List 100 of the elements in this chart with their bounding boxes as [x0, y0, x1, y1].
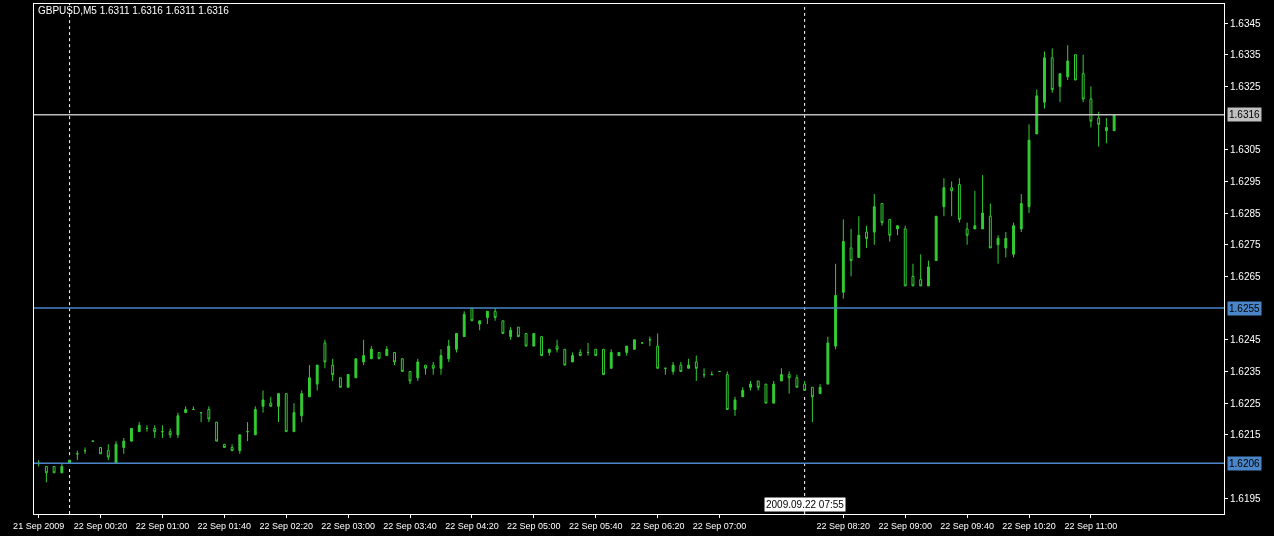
candlestick — [903, 225, 907, 287]
y-tick-label: 1.6235 — [1230, 365, 1262, 377]
candlestick — [222, 443, 226, 448]
candlestick — [524, 332, 528, 347]
y-tick-label: 1.6225 — [1230, 397, 1262, 409]
candlestick — [547, 348, 551, 357]
candlestick — [416, 358, 420, 382]
candlestick — [880, 203, 884, 227]
candlestick — [578, 348, 582, 357]
candlestick — [702, 367, 706, 379]
ref-line-label: 2009.09.22 07:55 — [766, 499, 845, 510]
candlestick — [532, 332, 536, 347]
x-tick-label: 22 Sep 03:40 — [383, 520, 437, 531]
candlestick — [749, 380, 752, 391]
candlestick — [199, 412, 203, 423]
candlestick — [114, 440, 118, 464]
candlestick — [253, 405, 257, 436]
candlestick — [509, 326, 513, 341]
candlestick — [896, 225, 899, 236]
candlestick — [803, 380, 807, 391]
candlestick — [1050, 47, 1054, 94]
x-tick-label: 22 Sep 08:20 — [816, 520, 871, 531]
candlestick — [957, 177, 961, 224]
candlestick — [1074, 54, 1077, 81]
x-tick-label: 22 Sep 04:20 — [445, 520, 499, 531]
candlestick — [338, 377, 342, 388]
candlestick — [594, 348, 598, 357]
candlestick — [865, 225, 868, 249]
candlestick — [393, 351, 397, 366]
candlestick — [424, 364, 427, 376]
candlestick — [965, 222, 969, 246]
y-tick-label: 1.6215 — [1230, 429, 1262, 441]
candlestick — [99, 446, 102, 455]
candlestick — [733, 396, 737, 417]
candlestick — [1012, 222, 1015, 258]
candlestick — [1043, 51, 1046, 110]
candlestick — [261, 389, 265, 414]
candlestick — [230, 443, 234, 452]
x-tick-label: 22 Sep 06:20 — [630, 520, 685, 531]
candlestick — [308, 364, 311, 398]
candlestick — [571, 351, 574, 363]
candlestick — [586, 342, 590, 357]
candlestick — [694, 355, 698, 382]
candlestick — [625, 345, 629, 357]
candlestick — [44, 465, 48, 483]
y-tick-label: 1.6265 — [1230, 270, 1262, 282]
y-tick-label: 1.6275 — [1230, 239, 1262, 251]
candlestick — [810, 386, 814, 423]
y-tick-label: 1.6245 — [1230, 334, 1262, 346]
candlestick — [795, 374, 799, 388]
candlestick — [160, 424, 164, 439]
candlestick — [52, 465, 56, 474]
candlestick — [215, 421, 219, 442]
candlestick — [284, 393, 288, 433]
candlestick — [168, 427, 172, 439]
candlestick — [130, 427, 133, 442]
candlestick — [756, 380, 760, 391]
candlestick — [1004, 231, 1008, 258]
candlestick — [950, 180, 954, 217]
candlestick — [106, 443, 110, 461]
candlestick — [725, 370, 729, 410]
candlestick — [269, 396, 273, 407]
candlestick — [354, 358, 358, 379]
candlestick — [648, 336, 652, 347]
candlestick — [400, 358, 404, 372]
x-tick-label: 22 Sep 09:40 — [940, 520, 994, 531]
candlestick — [973, 190, 977, 230]
candlestick — [1027, 123, 1031, 214]
candlestick — [934, 215, 938, 262]
candlestick — [779, 367, 783, 382]
candlestick — [60, 462, 64, 474]
x-tick-label: 22 Sep 01:40 — [197, 520, 252, 531]
candlestick — [292, 402, 296, 433]
candlestick — [764, 383, 768, 404]
candlestick — [184, 405, 188, 414]
y-tick-label: 1.6305 — [1230, 144, 1262, 156]
candlestick — [1081, 54, 1085, 103]
candlestick — [516, 326, 520, 338]
candlestick — [656, 332, 660, 369]
candlestick — [439, 348, 443, 376]
candlestick — [834, 263, 838, 350]
ref-line-label: 1.6255 — [1229, 303, 1261, 314]
candlestick — [246, 421, 249, 442]
candlestick — [857, 215, 861, 258]
candlestick — [602, 348, 605, 376]
x-tick-label: 22 Sep 03:00 — [321, 520, 375, 531]
x-tick-label: 22 Sep 02:20 — [259, 520, 314, 531]
candlestick — [563, 348, 567, 366]
y-tick-label: 1.6325 — [1230, 80, 1262, 92]
candlestick — [632, 339, 636, 350]
candlestick — [1035, 89, 1039, 135]
candlestick — [315, 364, 319, 391]
y-tick-label: 1.6335 — [1230, 49, 1262, 61]
candlestick — [981, 174, 985, 230]
candlestick — [385, 345, 389, 357]
x-tick-label: 22 Sep 00:20 — [73, 520, 128, 531]
candlestick — [122, 437, 126, 455]
candlestick — [849, 228, 853, 277]
candlestick — [369, 345, 373, 360]
candlestick — [988, 203, 992, 249]
